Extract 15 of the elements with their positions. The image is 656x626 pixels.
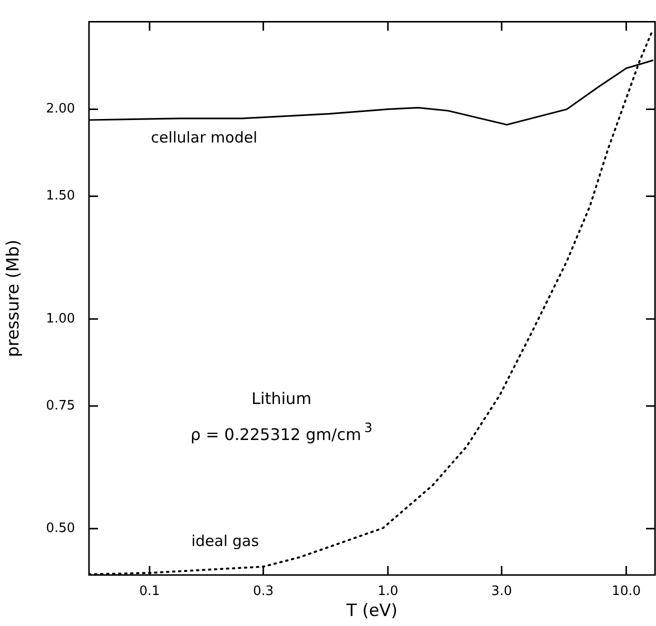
x-tick-label: 0.1 — [139, 584, 160, 600]
y-tick-label: 0.50 — [46, 521, 75, 536]
series-label: ideal gas — [191, 532, 260, 550]
y-tick-label: 2.00 — [46, 102, 75, 117]
annotation: Lithium — [251, 389, 312, 408]
series-label: cellular model — [150, 128, 258, 146]
x-tick-label: 0.3 — [252, 584, 274, 600]
y-tick-label: 1.00 — [46, 311, 75, 326]
y-tick-label: 1.50 — [46, 188, 75, 204]
x-tick-label: 3.0 — [491, 584, 512, 600]
x-tick-label: 10.0 — [612, 584, 641, 600]
y-axis-title: pressure (Mb) — [4, 240, 24, 358]
x-tick-label: 1.0 — [378, 584, 398, 600]
x-axis-title: T (eV) — [345, 601, 398, 622]
y-tick-label: 0.75 — [46, 398, 75, 414]
